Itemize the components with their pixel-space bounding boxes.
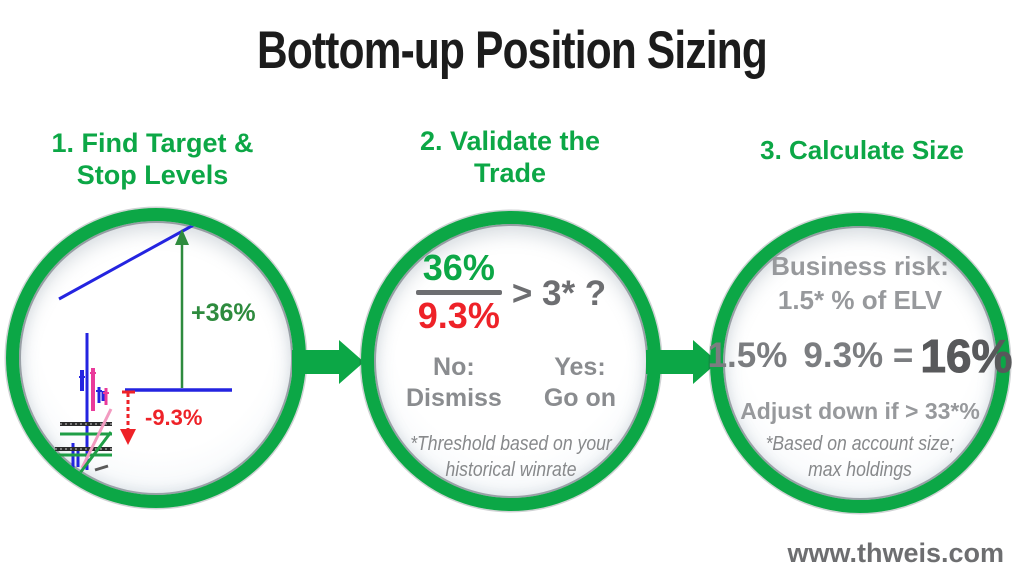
website-watermark: www.thweis.com — [787, 538, 1004, 568]
account-size-footnote: *Based on account size; max holdings — [765, 433, 955, 481]
reward-value: 36% — [422, 247, 495, 288]
position-size-equation: 1.5% 9.3% = 16% — [708, 328, 1013, 384]
risk-value: 9.3% — [417, 294, 500, 336]
step3-circle: Business risk: 1.5* % of ELV 1.5% 9.3% =… — [708, 213, 1013, 513]
adjust-down-note: Adjust down if > 33*% — [740, 398, 980, 424]
price-chart: +36% -9.3% — [55, 221, 256, 474]
step2-heading: 2. Validate the Trade — [419, 126, 601, 188]
yes-go-on-label: Yes: Go on — [543, 353, 617, 412]
stop-arrow-icon — [120, 390, 136, 445]
step2-circle: 36% 9.3% > 3* ? No: Dismiss Yes: Go on *… — [361, 211, 661, 511]
ratio-fraction: 36% 9.3% — [415, 247, 502, 336]
no-dismiss-label: No: Dismiss — [405, 353, 502, 412]
arrow-head — [339, 340, 364, 384]
threshold-comparison: > 3* ? — [511, 274, 607, 314]
stop-percent-equals: 9.3% = — [803, 336, 914, 375]
step1-circle: +36% -9.3% — [6, 208, 306, 508]
arrow-right-icon — [292, 340, 364, 384]
fraction-bar — [415, 289, 502, 295]
stop-loss-label: -9.3% — [145, 405, 202, 430]
threshold-footnote: *Threshold based on your historical winr… — [410, 433, 612, 481]
decision-row: No: Dismiss Yes: Go on — [374, 352, 648, 413]
step3-heading: 3. Calculate Size — [760, 135, 964, 165]
trendline — [58, 221, 200, 301]
target-gain-label: +36% — [191, 299, 256, 327]
momentum-lines — [78, 408, 113, 474]
risk-reward-ratio: 36% 9.3% > 3* ? — [374, 247, 648, 336]
page-title: Bottom-up Position Sizing — [257, 21, 768, 80]
position-size-result: 16% — [920, 330, 1013, 383]
target-arrow-icon — [175, 229, 189, 388]
risk-percent: 1.5% — [707, 336, 788, 375]
arrow-shaft — [292, 350, 340, 374]
business-risk-label: Business risk: 1.5* % of ELV — [771, 251, 949, 315]
step1-heading: 1. Find Target & Stop Levels — [51, 128, 254, 190]
arrow-shaft — [646, 350, 694, 374]
